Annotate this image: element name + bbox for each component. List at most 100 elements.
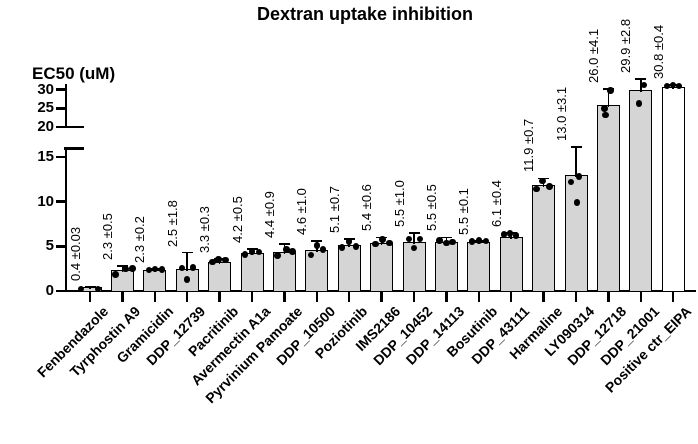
- x-tick: [250, 292, 254, 302]
- bar-value-label: 5.5 ±0.1: [456, 188, 472, 235]
- bar-value-label: 4.6 ±1.0: [294, 188, 310, 235]
- bar: [532, 184, 556, 292]
- bar-value-label: 3.3 ±0.3: [197, 205, 213, 253]
- bar: [467, 241, 491, 292]
- y-tick-label: 15: [37, 148, 54, 166]
- error-bar: [607, 89, 610, 107]
- bar-value-label: 4.4 ±0.9: [261, 190, 277, 238]
- y-tick-label: 5: [45, 237, 54, 255]
- x-tick: [283, 292, 286, 302]
- bar-value-label: 6.1 ±0.4: [488, 180, 504, 227]
- data-dot: [669, 81, 677, 89]
- data-dot: [468, 238, 476, 245]
- x-tick: [315, 292, 319, 302]
- y-tick-label: 0: [45, 282, 54, 299]
- bar-value-label: 5.5 ±1.0: [391, 180, 407, 227]
- y-axis-title: EC50 (uM): [32, 64, 116, 83]
- data-dot: [145, 266, 153, 274]
- bar: [564, 174, 588, 292]
- data-dot: [675, 82, 683, 90]
- bar: [434, 241, 458, 292]
- bar-value-label: 5.1 ±0.7: [326, 186, 342, 234]
- data-dot: [189, 264, 197, 271]
- data-dot: [307, 251, 315, 259]
- data-dot: [313, 242, 321, 249]
- data-dot: [222, 256, 229, 264]
- data-dot: [215, 256, 222, 263]
- y-tick: [56, 200, 66, 203]
- data-dot: [283, 246, 290, 253]
- error-bar-cap: [84, 286, 96, 289]
- x-tick: [574, 292, 578, 302]
- y-axis-upper-segment: [64, 84, 68, 129]
- y-tick-label: 25: [37, 99, 54, 117]
- data-dot: [183, 276, 191, 283]
- data-dot: [405, 235, 413, 243]
- y-tick-label: 10: [37, 192, 54, 210]
- data-dot: [635, 100, 643, 107]
- data-dot: [416, 235, 424, 242]
- error-bar-cap: [311, 240, 323, 242]
- data-dot: [533, 185, 540, 193]
- y-tick: [56, 155, 66, 159]
- data-dot: [410, 244, 418, 252]
- data-dot: [607, 87, 614, 94]
- bar: [240, 253, 264, 292]
- error-bar: [186, 252, 189, 271]
- error-bar-cap: [408, 232, 420, 234]
- data-dot: [289, 248, 296, 255]
- error-bar-cap: [440, 236, 452, 239]
- bar-value-label: 4.2 ±0.5: [229, 196, 245, 244]
- data-dot: [379, 236, 386, 243]
- x-tick: [509, 292, 513, 302]
- bar: [143, 270, 167, 292]
- y-axis-break-cap-lower: [64, 147, 84, 150]
- bar: [596, 104, 620, 292]
- y-axis-break-cap-upper: [56, 125, 84, 129]
- error-bar-cap: [570, 146, 582, 149]
- bar-value-label: 29.9 ±2.8: [618, 19, 634, 74]
- data-dot: [573, 199, 581, 206]
- x-tick: [477, 292, 481, 302]
- data-dot: [178, 264, 186, 272]
- bar: [661, 86, 685, 292]
- bar-value-label: 26.0 ±4.1: [585, 29, 601, 84]
- x-tick: [671, 292, 675, 302]
- y-tick: [56, 245, 66, 248]
- data-dot: [372, 240, 379, 248]
- bar-value-label: 30.8 ±0.4: [650, 24, 666, 79]
- bar-value-label: 5.4 ±0.6: [359, 184, 375, 232]
- data-dot: [443, 239, 450, 247]
- error-bar-cap: [635, 78, 647, 81]
- data-dot: [151, 265, 159, 273]
- error-bar: [413, 232, 415, 244]
- data-dot: [436, 237, 443, 244]
- x-tick: [185, 292, 189, 302]
- data-dot: [338, 244, 346, 251]
- data-dot: [94, 285, 102, 293]
- data-dot: [248, 248, 256, 255]
- data-dot: [345, 238, 353, 245]
- x-tick: [542, 292, 545, 302]
- bar: [629, 89, 653, 292]
- data-dot: [319, 246, 327, 253]
- x-tick: [347, 292, 351, 302]
- data-dot: [475, 237, 483, 244]
- data-dot: [602, 111, 609, 119]
- data-dot: [482, 237, 490, 245]
- data-dot: [512, 232, 520, 239]
- y-tick-label: 30: [37, 80, 54, 98]
- data-dot: [506, 230, 514, 237]
- error-bar: [575, 147, 577, 177]
- data-dot: [209, 258, 216, 266]
- bar-value-label: 2.5 ±1.8: [164, 199, 180, 247]
- data-dot: [663, 82, 671, 90]
- x-tick: [380, 292, 383, 302]
- data-dot: [500, 231, 508, 238]
- bar-value-label: 2.3 ±0.2: [132, 215, 148, 263]
- data-dot: [386, 239, 393, 247]
- x-tick: [218, 292, 221, 302]
- bar-value-label: 0.4 ±0.03: [67, 227, 83, 282]
- y-tick: [56, 289, 66, 293]
